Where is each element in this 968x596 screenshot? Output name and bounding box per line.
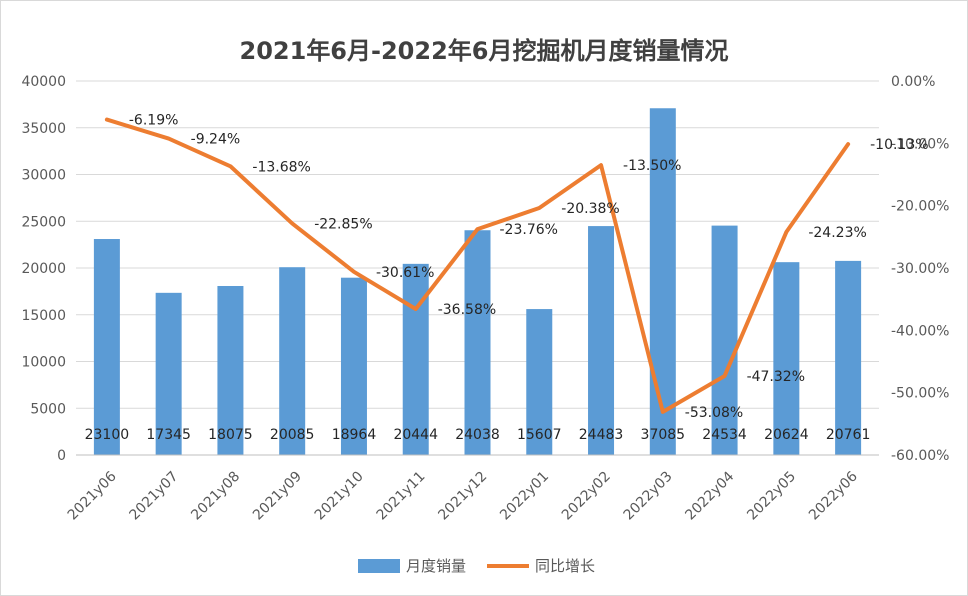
bar-2022y03 bbox=[649, 108, 676, 455]
line-point-2022y04 bbox=[723, 374, 727, 378]
left-tick-label: 30000 bbox=[21, 168, 66, 184]
right-tick-label: -50.00% bbox=[891, 386, 949, 402]
bar-data-labels: 23100 17345 18075 20085 18964 20444 24038 15607… bbox=[85, 427, 871, 443]
right-tick-label: -20.00% bbox=[891, 199, 949, 215]
line-data-labels: -6.19% -9.24% -13.68% -22.85% -30.61% -36.58%… bbox=[129, 113, 929, 421]
line-value-label: -23.76% bbox=[500, 222, 558, 238]
line-value-label: -22.85% bbox=[314, 216, 372, 232]
bar-value-label: 17345 bbox=[146, 427, 191, 443]
left-tick-label: 15000 bbox=[21, 308, 66, 324]
line-point-2022y06 bbox=[846, 142, 850, 146]
line-value-label: -20.38% bbox=[561, 201, 619, 217]
legend-line-label: 同比增长 bbox=[535, 557, 595, 575]
line-value-label: -30.61% bbox=[376, 265, 434, 281]
line-point-2021y09 bbox=[290, 221, 294, 225]
line-value-label: -36.58% bbox=[438, 302, 496, 318]
line-point-2022y05 bbox=[784, 230, 788, 234]
line-point-2021y10 bbox=[352, 270, 356, 274]
line-value-label: -53.08% bbox=[685, 405, 743, 421]
line-value-label: -6.19% bbox=[129, 113, 179, 129]
right-tick-label: -60.00% bbox=[891, 448, 949, 464]
line-value-label: -24.23% bbox=[808, 225, 866, 241]
bar-2021y10 bbox=[340, 277, 367, 455]
bar-value-label: 20624 bbox=[764, 427, 809, 443]
x-tick-label: 2022y02 bbox=[559, 469, 614, 524]
bar-value-label: 18075 bbox=[208, 427, 253, 443]
line-value-label: -13.50% bbox=[623, 158, 681, 174]
line-series bbox=[104, 117, 851, 414]
line-point-2021y08 bbox=[228, 164, 232, 168]
line-value-label: -9.24% bbox=[191, 132, 241, 148]
left-tick-label: 35000 bbox=[21, 121, 66, 137]
x-tick-label: 2021y11 bbox=[374, 469, 429, 524]
bar-value-label: 20761 bbox=[826, 427, 871, 443]
bar-value-label: 18964 bbox=[332, 427, 377, 443]
line-point-2022y01 bbox=[537, 206, 541, 210]
bar-value-label: 20444 bbox=[393, 427, 438, 443]
line-value-label: -13.68% bbox=[252, 159, 310, 175]
bar-value-label: 15607 bbox=[517, 427, 562, 443]
x-tick-label: 2021y06 bbox=[65, 468, 120, 523]
left-tick-label: 25000 bbox=[21, 214, 66, 230]
x-tick-label: 2021y10 bbox=[312, 469, 367, 524]
left-tick-label: 0 bbox=[57, 448, 66, 464]
bar-value-label: 20085 bbox=[270, 427, 315, 443]
x-tick-label: 2021y07 bbox=[127, 469, 182, 524]
bar-value-label: 24483 bbox=[579, 427, 624, 443]
bar-2022y05 bbox=[773, 262, 800, 455]
bar-value-label: 24038 bbox=[455, 427, 500, 443]
bar-value-label: 23100 bbox=[85, 427, 130, 443]
x-axis: 2021y06 2021y07 2021y08 2021y09 2021y10 2021y… bbox=[65, 454, 879, 524]
bar-2021y06 bbox=[93, 239, 120, 455]
right-tick-label: -30.00% bbox=[891, 261, 949, 277]
legend-bar-label: 月度销量 bbox=[406, 557, 466, 575]
x-tick-label: 2022y03 bbox=[621, 469, 676, 524]
line-value-label: -10.13% bbox=[870, 137, 928, 153]
left-tick-label: 40000 bbox=[21, 74, 66, 90]
legend: 月度销量 同比增长 bbox=[358, 557, 595, 575]
line-point-2021y12 bbox=[476, 227, 479, 231]
bar-2022y02 bbox=[588, 226, 615, 455]
bar-value-label: 37085 bbox=[641, 427, 686, 443]
bar-2021y07 bbox=[155, 292, 182, 455]
x-tick-label: 2021y09 bbox=[250, 469, 305, 524]
line-point-2022y02 bbox=[599, 163, 603, 167]
x-tick-label: 2022y01 bbox=[497, 469, 552, 524]
right-tick-label: -40.00% bbox=[891, 323, 949, 339]
chart-title: 2021年6月-2022年6月挖掘机月度销量情况 bbox=[240, 37, 729, 65]
right-tick-label: 0.00% bbox=[891, 74, 935, 90]
legend-bar-swatch bbox=[358, 559, 400, 573]
bar-2021y12 bbox=[464, 230, 491, 455]
bar-2021y08 bbox=[217, 285, 244, 455]
bar-2022y04 bbox=[711, 225, 738, 455]
bar-value-label: 24534 bbox=[702, 427, 747, 443]
left-tick-label: 10000 bbox=[21, 355, 66, 371]
line-value-label: -47.32% bbox=[747, 369, 805, 385]
bar-series bbox=[93, 108, 862, 455]
bar-2022y01 bbox=[526, 309, 553, 455]
bar-2022y06 bbox=[835, 260, 862, 455]
line-point-2021y07 bbox=[167, 137, 171, 141]
x-tick-label: 2021y12 bbox=[435, 469, 490, 524]
left-axis: 0 5000 10000 15000 20000 25000 30000 35000 40000 bbox=[21, 74, 66, 464]
x-tick-label: 2021y08 bbox=[188, 469, 243, 524]
line-point-2021y06 bbox=[105, 118, 109, 122]
bar-2021y09 bbox=[279, 267, 306, 455]
left-tick-label: 5000 bbox=[30, 401, 66, 417]
right-axis: -60.00% -50.00% -40.00% -30.00% -20.00% -10.0… bbox=[891, 74, 949, 464]
line-point-2022y03 bbox=[661, 410, 665, 414]
x-tick-label: 2022y04 bbox=[682, 468, 737, 523]
right-tick-label: -10.00% bbox=[891, 136, 949, 152]
left-tick-label: 20000 bbox=[21, 261, 66, 277]
x-tick-label: 2022y06 bbox=[806, 468, 861, 523]
line-point-2021y11 bbox=[414, 307, 418, 311]
x-tick-label: 2022y05 bbox=[744, 469, 799, 524]
